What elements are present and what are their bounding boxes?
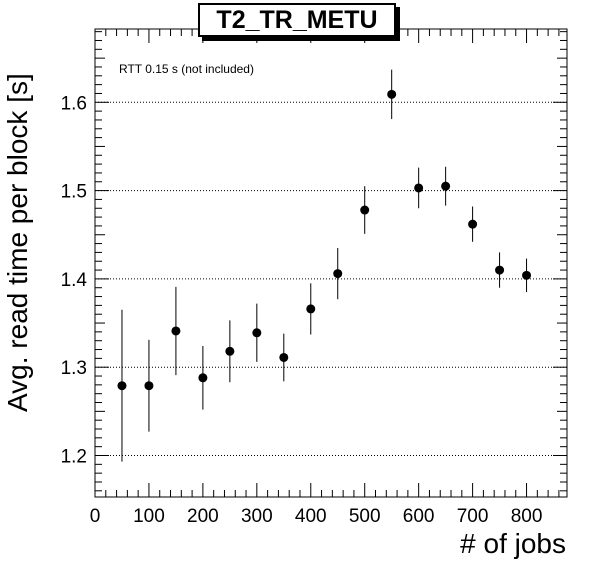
y-tick-label: 1.3 bbox=[61, 358, 87, 379]
axis-ticks bbox=[94, 29, 567, 497]
x-tick-label: 500 bbox=[349, 506, 381, 527]
x-tick-label: 300 bbox=[241, 506, 273, 527]
y-tick-label: 1.2 bbox=[61, 446, 87, 467]
x-tick-label: 400 bbox=[295, 506, 327, 527]
data-point bbox=[414, 183, 424, 193]
data-point bbox=[522, 270, 532, 280]
grid-lines bbox=[95, 101, 567, 456]
x-tick-label: 200 bbox=[187, 506, 219, 527]
x-tick-label: 0 bbox=[90, 506, 101, 527]
x-tick-label: 600 bbox=[403, 506, 435, 527]
data-point bbox=[279, 352, 289, 362]
data-point bbox=[117, 381, 127, 391]
y-axis-label: Avg. read time per block [s] bbox=[2, 73, 33, 412]
x-tick-label: 800 bbox=[511, 506, 543, 527]
data-point bbox=[252, 328, 262, 338]
data-point bbox=[387, 89, 397, 99]
data-point bbox=[441, 181, 451, 191]
x-tick-label: 100 bbox=[133, 506, 165, 527]
x-axis-label: # of jobs bbox=[460, 528, 566, 559]
chart-title: T2_TR_METU bbox=[198, 3, 396, 37]
data-point bbox=[171, 326, 181, 336]
data-point bbox=[198, 373, 208, 383]
y-tick-label: 1.5 bbox=[61, 182, 87, 203]
data-point bbox=[495, 265, 505, 275]
y-tick-label: 1.4 bbox=[61, 270, 88, 291]
data-point bbox=[225, 346, 235, 356]
y-tick-label: 1.6 bbox=[61, 93, 87, 114]
data-point bbox=[144, 381, 154, 391]
plot-frame bbox=[94, 28, 568, 498]
data-point bbox=[468, 219, 478, 229]
rtt-annotation: RTT 0.15 s (not included) bbox=[119, 62, 254, 76]
data-point bbox=[306, 304, 316, 314]
x-tick-label: 700 bbox=[457, 506, 489, 527]
data-points bbox=[117, 69, 532, 462]
tick-labels: 1.2 1.3 1.4 1.5 1.6 0 100 200 300 400 500 600 700 800 bbox=[61, 93, 543, 527]
data-point bbox=[333, 269, 343, 279]
data-point bbox=[360, 205, 370, 215]
